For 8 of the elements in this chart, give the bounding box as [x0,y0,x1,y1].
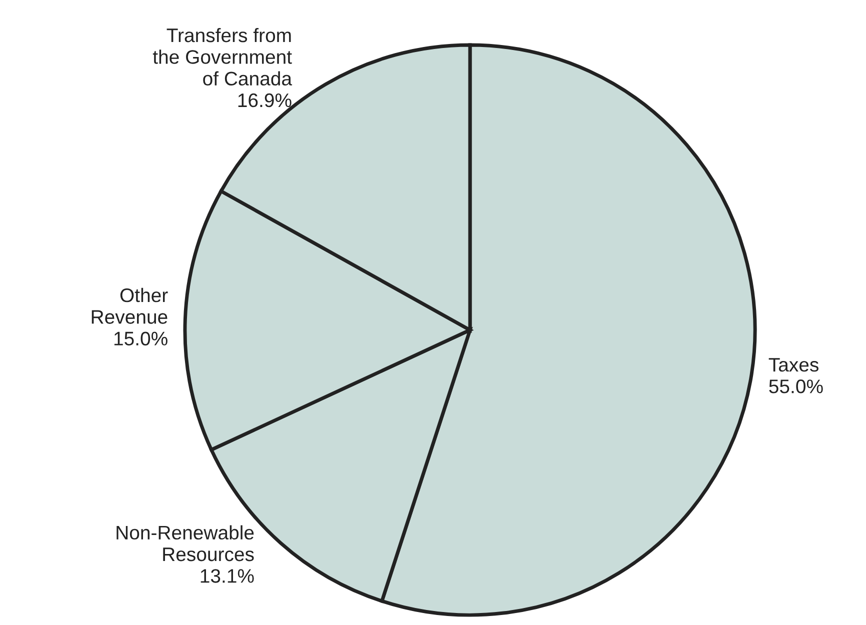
slice-label: Taxes [768,358,818,372]
slice-label: Non-Renewable Resources [116,525,254,562]
slice-label: Transfers from the Government of Canada [152,28,292,86]
data-label: 16.9% [238,93,292,108]
data-label: 15.0% [114,332,168,346]
data-label: 13.1% [200,569,254,583]
data-label: 55.0% [769,380,823,394]
slice-label: Other Revenue [92,288,168,324]
